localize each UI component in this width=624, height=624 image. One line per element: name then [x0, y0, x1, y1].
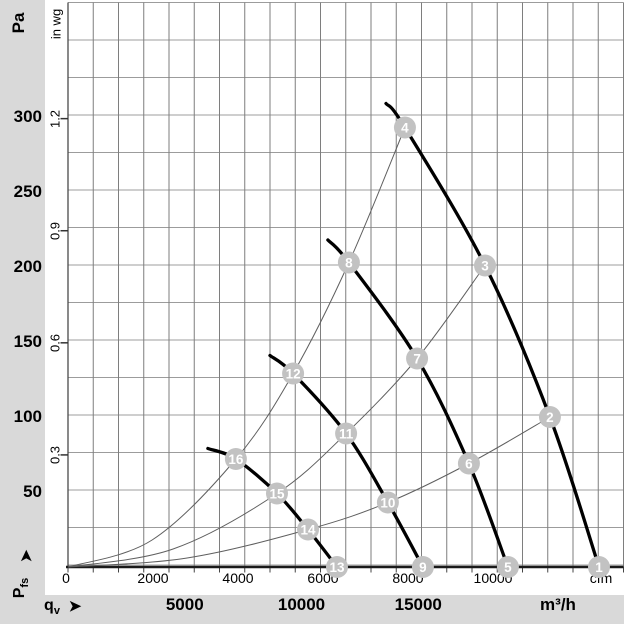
m3h-tick-label-10000: 10000	[277, 595, 326, 614]
cfm-tick-label-6000: 6000	[307, 570, 339, 586]
pa-tick-label-50: 50	[23, 482, 42, 501]
pressure-symbol-main: P	[10, 587, 28, 599]
flow-axis-symbol: qv	[44, 597, 60, 617]
plot-area	[45, 0, 624, 595]
pa-tick-label-100: 100	[13, 407, 42, 426]
cfm-tick-label-4000: 4000	[222, 570, 254, 586]
pressure-unit-inwg-label: in wg	[48, 8, 64, 40]
inwg-tick-label-0.6: 0.6	[47, 333, 63, 352]
flow-axis-arrow-icon: ➤	[68, 598, 82, 615]
inwg-tick-label-1.2: 1.2	[47, 109, 63, 128]
cfm-tick-label-10000: 10000	[473, 570, 513, 586]
pa-tick-label-200: 200	[13, 257, 42, 276]
flow-symbol-main: q	[44, 596, 54, 614]
pressure-symbol-subscript: fs	[19, 577, 32, 588]
flow-unit-cfm-label: cfm	[589, 570, 613, 586]
cfm-tick-label-2000: 2000	[137, 570, 169, 586]
pa-tick-label-300: 300	[13, 107, 42, 126]
pa-tick-label-250: 250	[13, 182, 42, 201]
m3h-tick-label-5000: 5000	[165, 595, 204, 614]
pressure-axis-symbol: Pfs	[11, 578, 31, 598]
cfm-tick-label-0: 0	[62, 570, 70, 586]
inwg-tick-label-0.9: 0.9	[47, 221, 63, 240]
flow-unit-m3h-label: m³/h	[540, 595, 576, 614]
pressure-unit-pa-label: Pa	[9, 12, 28, 34]
cfm-tick-label-8000: 8000	[392, 570, 424, 586]
pressure-axis-arrow-icon: ➤	[18, 549, 35, 563]
pa-tick-label-150: 150	[13, 332, 42, 351]
flow-symbol-subscript: v	[53, 605, 60, 618]
inwg-tick-label-0.3: 0.3	[47, 445, 63, 464]
m3h-tick-label-15000: 15000	[394, 595, 442, 614]
